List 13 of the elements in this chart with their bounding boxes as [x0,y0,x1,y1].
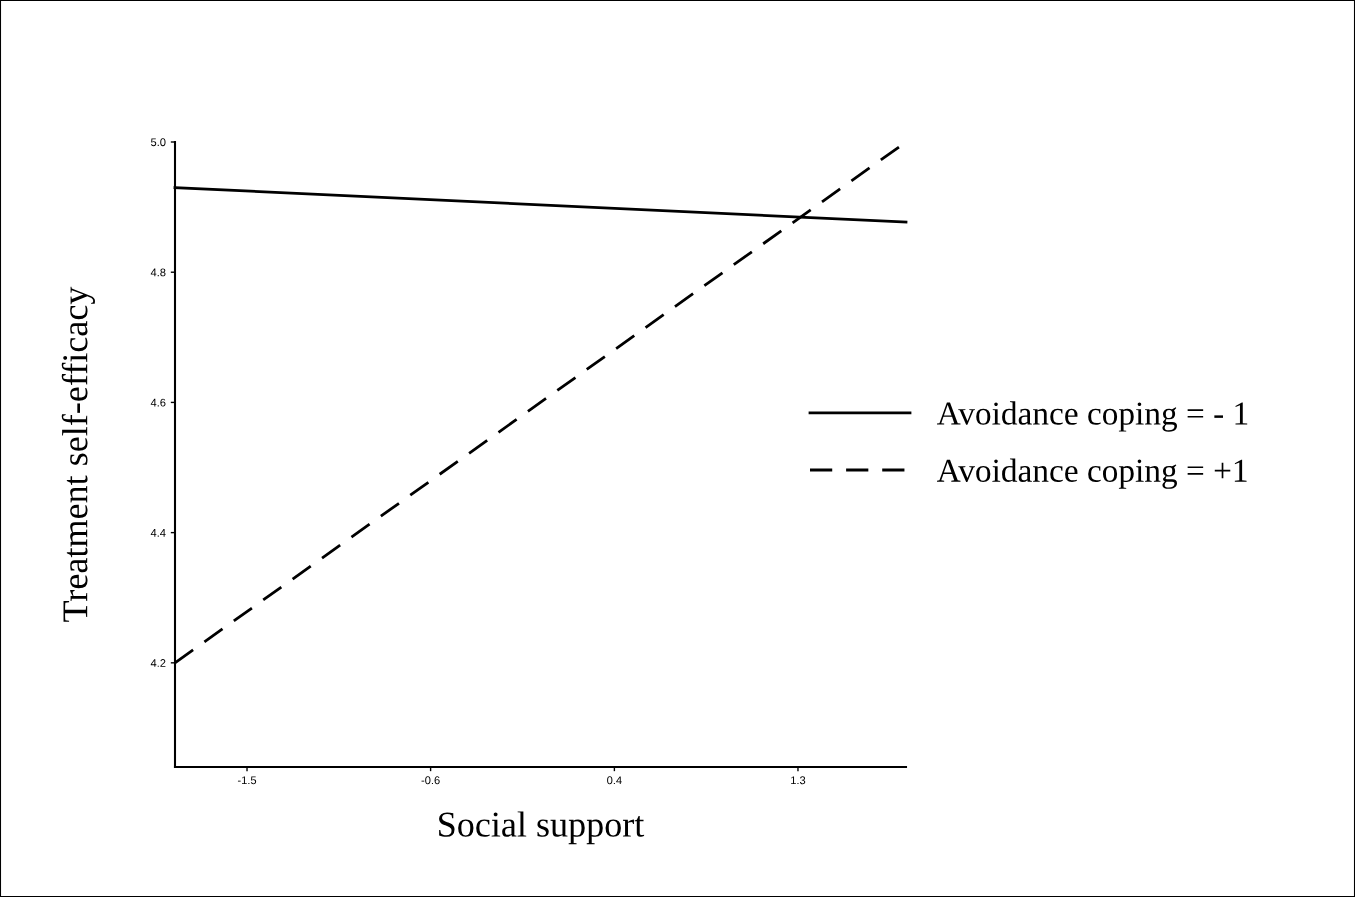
y-tick-label: 4.8 [150,268,166,277]
y-tick-label: 4.4 [150,529,166,537]
y-tick-label: 4.6 [150,398,166,407]
x-tick-label: 0.4 [607,776,622,785]
y-tick-label: 5.0 [150,138,166,147]
x-axis-title: Social support [439,811,645,845]
x-tick-label: -1.5 [237,776,257,785]
legend-label: Avoidance coping = +1 [936,458,1247,489]
y-tick-label: 4.2 [150,659,166,667]
y-axis-title: Treatment self-efficacy [61,286,95,622]
x-tick-label: -0.6 [421,776,440,785]
legend-label: Avoidance coping = - 1 [936,401,1248,432]
x-tick-label: 1.3 [791,776,806,785]
